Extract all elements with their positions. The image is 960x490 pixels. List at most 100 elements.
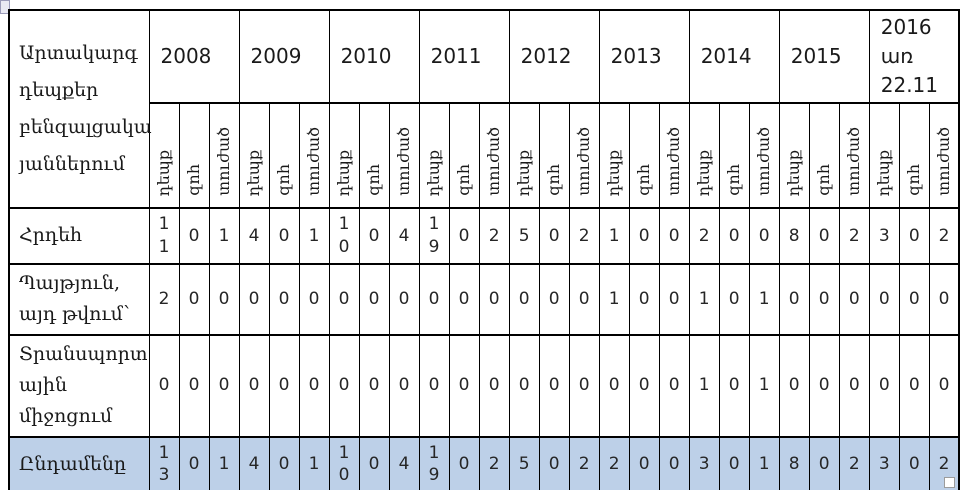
metric-header-cell: զոհ bbox=[268, 102, 300, 209]
value-cell: 0 bbox=[718, 263, 750, 336]
value-cell: 2 bbox=[688, 207, 720, 265]
value-cell: 0 bbox=[148, 333, 180, 438]
metric-header-label: տուժած bbox=[394, 127, 414, 196]
table-resize-handle[interactable] bbox=[944, 477, 955, 488]
value-cell: 0 bbox=[718, 333, 750, 438]
metric-header-cell: դեպք bbox=[688, 102, 720, 209]
metric-header-cell: տուժած bbox=[388, 102, 420, 209]
metric-header-label: դեպք bbox=[334, 149, 354, 196]
value-cell: 0 bbox=[658, 207, 690, 265]
value-cell: 0 bbox=[718, 207, 750, 265]
metric-header-label: տուժած bbox=[574, 127, 594, 196]
metric-header-label: տուժած bbox=[304, 127, 324, 196]
value-cell: 1 bbox=[748, 435, 780, 490]
value-cell: 2 bbox=[478, 207, 510, 265]
value-cell: 0 bbox=[358, 435, 390, 490]
metric-header-cell: զոհ bbox=[808, 102, 840, 209]
value-cell: 0 bbox=[538, 207, 570, 265]
value-cell: 0 bbox=[538, 333, 570, 438]
year-header-cell: 2010 bbox=[328, 9, 420, 104]
metric-header-label: տուժած bbox=[754, 127, 774, 196]
metric-header-label: զոհ bbox=[634, 164, 654, 196]
metric-header-cell: տուժած bbox=[748, 102, 780, 209]
metric-header-cell: տուժած bbox=[568, 102, 600, 209]
value-cell: 0 bbox=[658, 333, 690, 438]
year-header-cell: 2014 bbox=[688, 9, 780, 104]
metric-header-cell: տուժած bbox=[838, 102, 870, 209]
value-cell: 4 bbox=[238, 435, 270, 490]
metric-header-label: դեպք bbox=[244, 149, 264, 196]
value-cell: 2 bbox=[598, 435, 630, 490]
value-cell: 0 bbox=[418, 333, 450, 438]
value-cell: 1 bbox=[688, 333, 720, 438]
metric-header-cell: զոհ bbox=[628, 102, 660, 209]
value-cell: 10 bbox=[328, 207, 360, 265]
value-cell: 0 bbox=[808, 435, 840, 490]
metric-header-label: զոհ bbox=[364, 164, 384, 196]
value-cell: 1 bbox=[298, 435, 330, 490]
value-cell: 0 bbox=[868, 333, 900, 438]
value-cell: 0 bbox=[748, 207, 780, 265]
metric-header-label: դեպք bbox=[604, 149, 624, 196]
metric-header-cell: տուժած bbox=[298, 102, 330, 209]
value-cell: 0 bbox=[448, 333, 480, 438]
value-cell: 0 bbox=[538, 263, 570, 336]
value-cell: 0 bbox=[448, 435, 480, 490]
value-cell: 0 bbox=[838, 333, 870, 438]
metric-header-cell: դեպք bbox=[778, 102, 810, 209]
value-cell: 0 bbox=[358, 263, 390, 336]
metric-header-cell: զոհ bbox=[898, 102, 930, 209]
table-row: Տրանսպորտ ային միջոցում 0 0 0 0 0 0 0 0 0 0 0 0 0 0 0 0 0… bbox=[8, 333, 960, 438]
row-label-cell: Տրանսպորտ ային միջոցում bbox=[8, 333, 150, 438]
value-cell: 0 bbox=[898, 263, 930, 336]
value-cell: 1 bbox=[598, 207, 630, 265]
value-cell: 0 bbox=[178, 333, 210, 438]
value-cell: 2 bbox=[928, 207, 960, 265]
value-cell: 0 bbox=[478, 333, 510, 438]
metric-header-cell: զոհ bbox=[178, 102, 210, 209]
value-cell: 3 bbox=[868, 207, 900, 265]
row-label-cell: Պայթյուն, այդ թվում՝ bbox=[8, 263, 150, 336]
value-cell: 0 bbox=[898, 333, 930, 438]
value-cell: 1 bbox=[748, 333, 780, 438]
metric-header-cell: տուժած bbox=[208, 102, 240, 209]
value-cell: 0 bbox=[388, 333, 420, 438]
value-cell: 0 bbox=[628, 435, 660, 490]
metric-header-cell: զոհ bbox=[448, 102, 480, 209]
value-cell: 0 bbox=[928, 333, 960, 438]
year-header-cell: 2009 bbox=[238, 9, 330, 104]
metric-header-label: զոհ bbox=[904, 164, 924, 196]
value-cell: 0 bbox=[808, 333, 840, 438]
table-row: Հրդեհ 11 0 1 4 0 1 10 0 4 19 0 2 5 0 2 1 0 0 2 0 0 8 0 2 3 0 2 bbox=[8, 207, 960, 265]
metric-header-cell: տուժած bbox=[658, 102, 690, 209]
value-cell: 0 bbox=[598, 333, 630, 438]
value-cell: 0 bbox=[268, 333, 300, 438]
table-move-handle-icon[interactable] bbox=[0, 0, 10, 14]
value-cell: 4 bbox=[388, 207, 420, 265]
value-cell: 2 bbox=[838, 207, 870, 265]
metric-header-label: զոհ bbox=[814, 164, 834, 196]
metric-header-label: տուժած bbox=[934, 127, 953, 196]
value-cell: 0 bbox=[628, 333, 660, 438]
value-cell: 1 bbox=[208, 435, 240, 490]
metric-header-label: տուժած bbox=[484, 127, 504, 196]
metric-header-label: դեպք bbox=[874, 149, 894, 196]
value-cell: 0 bbox=[808, 263, 840, 336]
value-cell: 1 bbox=[208, 207, 240, 265]
year-header-cell: 2016 առ 22.11 bbox=[868, 9, 960, 104]
year-header-cell: 2008 bbox=[148, 9, 240, 104]
value-cell: 13 bbox=[148, 435, 180, 490]
metric-header-label: տուժած bbox=[214, 127, 234, 196]
value-cell: 2 bbox=[838, 435, 870, 490]
value-cell: 0 bbox=[358, 333, 390, 438]
value-cell: 0 bbox=[778, 333, 810, 438]
value-cell: 0 bbox=[358, 207, 390, 265]
metric-header-cell: դեպք bbox=[598, 102, 630, 209]
value-cell: 0 bbox=[448, 207, 480, 265]
row-label-cell: Հրդեհ bbox=[8, 207, 150, 265]
metric-header-cell: զոհ bbox=[358, 102, 390, 209]
year-header-row: Արտակարգ դեպքեր բենզալցակա յաններում 200… bbox=[8, 9, 960, 209]
total-row: Ընդամենը 13 0 1 4 0 1 10 0 4 19 0 2 5 0 2 2 0 0 3 0 1 8 0 2 3 0 2 bbox=[8, 435, 960, 490]
metric-header-cell: դեպք bbox=[328, 102, 360, 209]
